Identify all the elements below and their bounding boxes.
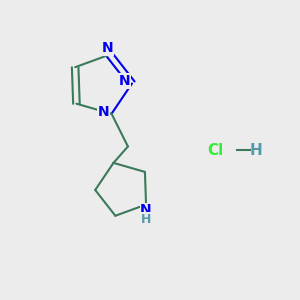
Text: N: N — [102, 41, 114, 55]
Text: H: H — [250, 142, 263, 158]
Text: H: H — [141, 213, 151, 226]
Text: N: N — [140, 203, 152, 218]
Text: N: N — [119, 74, 130, 88]
Text: Cl: Cl — [207, 142, 224, 158]
Text: N: N — [98, 105, 109, 119]
